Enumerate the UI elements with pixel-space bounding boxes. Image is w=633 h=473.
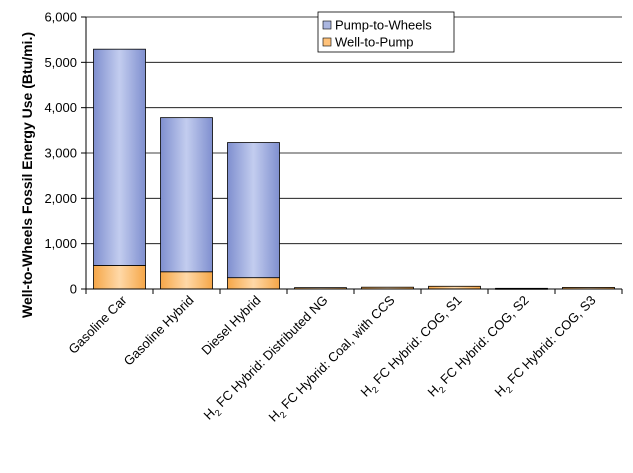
bar-segment-pump-to-wheels: [227, 142, 280, 279]
y-tick-labels: 0 1,000 2,000 3,000 4,000 5,000 6,000: [44, 10, 77, 297]
bar-segment-well-to-pump: [227, 277, 280, 290]
y-tick-label: 2,000: [44, 191, 77, 206]
legend-label: Well-to-Pump: [335, 35, 414, 50]
y-axis-label: Well-to-Wheels Fossil Energy Use (Btu/mi…: [19, 32, 35, 318]
legend-swatch: [322, 20, 332, 30]
bar-segment-pump-to-wheels: [93, 48, 146, 266]
y-tick-label: 6,000: [44, 10, 77, 25]
x-category-label: H2 FC Hybrid: Distributed NG: [201, 293, 333, 425]
y-tick-label: 4,000: [44, 100, 77, 115]
bars: [93, 48, 615, 290]
x-category-label: H2 FC Hybrid: Coal, with CCS: [265, 292, 400, 427]
x-category-label: Diesel Hybrid: [198, 293, 263, 358]
y-tick-label: 1,000: [44, 236, 77, 251]
x-category-label: Gasoline Car: [65, 292, 130, 357]
bar-segment-well-to-pump: [93, 265, 146, 290]
legend-swatch: [322, 37, 332, 47]
bar-segment-well-to-pump: [160, 271, 213, 290]
legend-label: Pump-to-Wheels: [335, 18, 432, 33]
legend: Pump-to-Wheels Well-to-Pump: [317, 11, 455, 53]
legend-box: [317, 11, 455, 53]
bar-segment-pump-to-wheels: [160, 117, 213, 273]
y-tick-label: 5,000: [44, 55, 77, 70]
axes: [81, 16, 623, 294]
y-tick-label: 3,000: [44, 146, 77, 161]
x-category-label: Gasoline Hybrid: [121, 293, 197, 369]
y-tick-label: 0: [70, 282, 77, 297]
